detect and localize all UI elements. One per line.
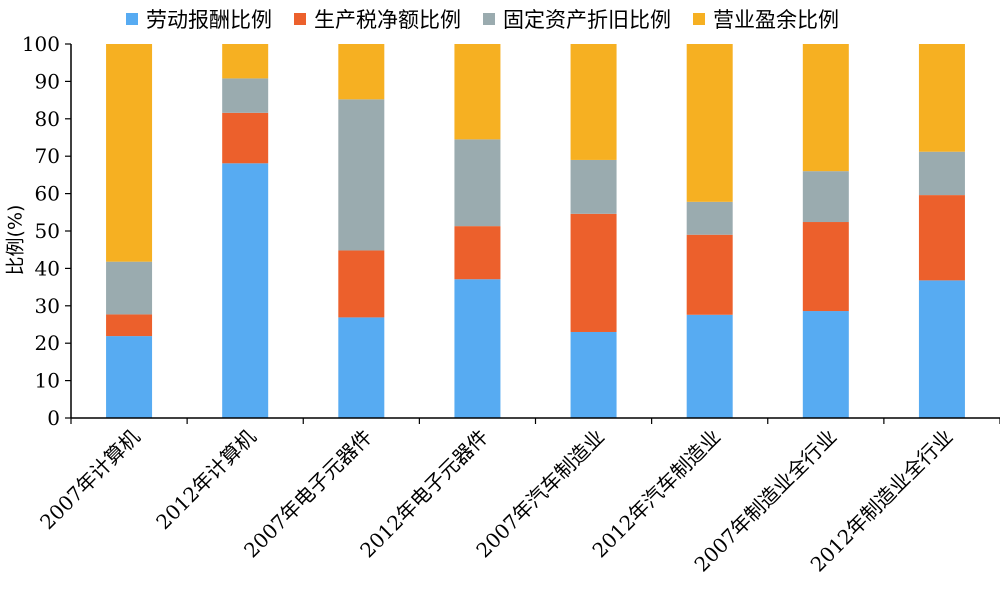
x-tick-label: 2012年汽车制造业 bbox=[587, 425, 725, 563]
bar-depreciation-6 bbox=[686, 201, 733, 235]
bar-tax-7 bbox=[802, 222, 849, 312]
bar-labor-8 bbox=[918, 280, 965, 418]
y-tick-label: 100 bbox=[22, 32, 60, 56]
legend-item-surplus: 营业盈余比例 bbox=[693, 4, 839, 34]
x-tick-label: 2007年计算机 bbox=[35, 425, 145, 535]
bar-tax-2 bbox=[222, 112, 269, 164]
x-axis-ticks: 2007年计算机 2012年计算机2007年电子元器件2012年电子元器件2007… bbox=[35, 418, 1000, 577]
legend-item-labor: 劳动报酬比例 bbox=[126, 4, 272, 34]
bar-surplus-4 bbox=[454, 44, 501, 140]
legend-swatch-tax bbox=[294, 13, 306, 25]
legend-label-depreciation: 固定资产折旧比例 bbox=[503, 8, 671, 32]
y-tick-label: 40 bbox=[35, 256, 60, 280]
y-tick-label: 30 bbox=[35, 294, 60, 318]
bar-depreciation-8 bbox=[918, 151, 965, 196]
y-axis-ticks: 0 10 20 30 40 50 60 70 80 90 100 bbox=[22, 32, 71, 430]
legend-label-surplus: 营业盈余比例 bbox=[713, 8, 839, 32]
y-tick-label: 90 bbox=[35, 69, 60, 93]
bar-labor-4 bbox=[454, 279, 501, 418]
legend-item-tax: 生产税净额比例 bbox=[294, 4, 461, 34]
bar-depreciation-2 bbox=[222, 78, 269, 113]
x-tick-label: 2007年汽车制造业 bbox=[471, 425, 609, 563]
bar-labor-7 bbox=[802, 311, 849, 418]
y-tick-label: 0 bbox=[47, 406, 60, 430]
bar-tax-5 bbox=[570, 213, 617, 332]
legend-label-tax: 生产税净额比例 bbox=[314, 8, 461, 32]
bar-depreciation-7 bbox=[802, 171, 849, 223]
bar-tax-1 bbox=[106, 314, 153, 337]
bar-surplus-1 bbox=[106, 44, 153, 262]
y-tick-label: 10 bbox=[35, 369, 60, 393]
y-tick-label: 70 bbox=[35, 144, 60, 168]
bar-tax-4 bbox=[454, 226, 501, 280]
bar-depreciation-4 bbox=[454, 139, 501, 227]
x-tick-label: 2012年计算机 bbox=[151, 425, 261, 535]
x-tick-label: 2012年电子元器件 bbox=[355, 425, 493, 563]
bar-labor-1 bbox=[106, 336, 153, 418]
bar-labor-2 bbox=[222, 163, 269, 418]
bar-surplus-7 bbox=[802, 44, 849, 172]
legend-swatch-labor bbox=[126, 13, 138, 25]
bar-surplus-3 bbox=[338, 44, 385, 100]
bar-groups bbox=[106, 44, 965, 418]
legend-swatch-depreciation bbox=[483, 13, 495, 25]
bar-tax-6 bbox=[686, 234, 733, 315]
bar-labor-3 bbox=[338, 317, 385, 418]
bar-tax-3 bbox=[338, 250, 385, 318]
y-tick-label: 50 bbox=[35, 219, 60, 243]
bar-depreciation-5 bbox=[570, 159, 617, 214]
chart-legend: 劳动报酬比例 生产税净额比例 固定资产折旧比例 营业盈余比例 bbox=[126, 2, 839, 36]
bar-surplus-8 bbox=[918, 44, 965, 152]
x-tick-label: 2007年电子元器件 bbox=[239, 425, 377, 563]
bar-labor-5 bbox=[570, 331, 617, 418]
y-tick-label: 80 bbox=[35, 107, 60, 131]
bar-labor-6 bbox=[686, 314, 733, 418]
legend-item-depreciation: 固定资产折旧比例 bbox=[483, 4, 671, 34]
bar-surplus-5 bbox=[570, 44, 617, 160]
y-tick-label: 60 bbox=[35, 182, 60, 206]
legend-swatch-surplus bbox=[693, 13, 705, 25]
bar-surplus-2 bbox=[222, 44, 269, 79]
bar-depreciation-3 bbox=[338, 99, 385, 251]
bar-tax-8 bbox=[918, 195, 965, 281]
bar-depreciation-1 bbox=[106, 261, 153, 315]
bar-surplus-6 bbox=[686, 44, 733, 202]
legend-label-labor: 劳动报酬比例 bbox=[146, 8, 272, 32]
y-tick-label: 20 bbox=[35, 331, 60, 355]
